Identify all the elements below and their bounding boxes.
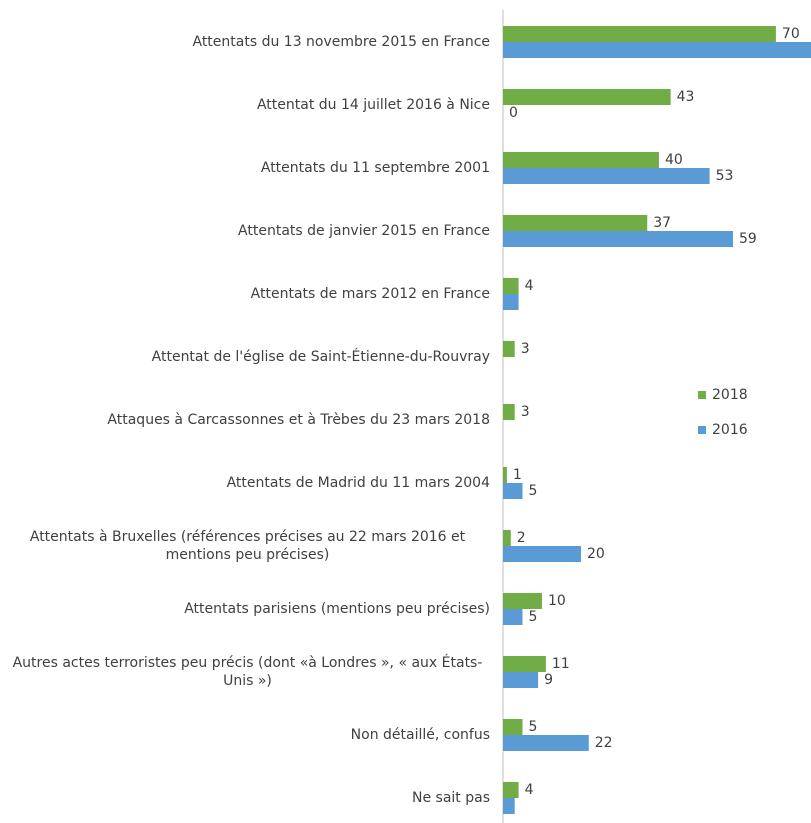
bar [503, 672, 539, 688]
category-label: Autres actes terroristes peu précis (don… [12, 654, 483, 689]
bar [503, 404, 515, 420]
bar [503, 278, 519, 294]
category-label-box: Attaques à Carcassonnes et à Trèbes du 2… [5, 388, 490, 451]
legend-label: 2016 [712, 422, 748, 438]
bar [503, 546, 581, 562]
legend-swatch [698, 426, 706, 434]
category-label: Attentats de janvier 2015 en France [238, 222, 490, 239]
bar [503, 231, 734, 247]
category-label-box: Attentats de janvier 2015 en France [5, 199, 490, 262]
category-label-box: Attentats à Bruxelles (références précis… [5, 514, 490, 577]
bar [503, 782, 519, 798]
bar [503, 215, 648, 231]
category-label: Attentats parisiens (mentions peu précis… [184, 600, 490, 617]
data-label: 43 [677, 89, 695, 105]
category-label: Attentats de Madrid du 11 mars 2004 [226, 474, 490, 491]
bar [503, 42, 811, 58]
data-label: 4 [525, 278, 534, 294]
category-label-box: Attentats de Madrid du 11 mars 2004 [5, 451, 490, 514]
category-label-box: Attentats du 13 novembre 2015 en France [5, 10, 490, 73]
bar [503, 735, 589, 751]
category-label-box: Non détaillé, confus [5, 703, 490, 766]
bar [503, 530, 511, 546]
bar [503, 719, 523, 735]
data-label: 5 [528, 719, 537, 735]
data-label: 4 [525, 782, 534, 798]
data-label: 40 [665, 152, 683, 168]
bar [503, 593, 542, 609]
bars [503, 26, 811, 814]
data-label: 37 [653, 215, 671, 231]
legend-label: 2018 [712, 387, 748, 403]
data-label: 5 [528, 609, 537, 625]
bar [503, 26, 776, 42]
bar [503, 168, 710, 184]
bar [503, 294, 519, 310]
category-label: Attentat de l'église de Saint-Étienne-du… [151, 348, 490, 365]
data-label: 2 [517, 530, 526, 546]
bar [503, 467, 507, 483]
category-label-box: Attentats du 11 septembre 2001 [5, 136, 490, 199]
category-label-box: Autres actes terroristes peu précis (don… [5, 640, 490, 703]
category-label-box: Ne sait pas [5, 766, 490, 823]
category-label: Attentats du 13 novembre 2015 en France [192, 33, 490, 50]
data-label: 3 [521, 404, 530, 420]
data-label: 20 [587, 546, 605, 562]
bar [503, 152, 659, 168]
data-label: 9 [544, 672, 553, 688]
category-label-box: Attentats parisiens (mentions peu précis… [5, 577, 490, 640]
category-label-box: Attentat du 14 juillet 2016 à Nice [5, 73, 490, 136]
category-label: Ne sait pas [412, 789, 490, 806]
data-label: 5 [528, 483, 537, 499]
category-label: Attentats de mars 2012 en France [250, 285, 490, 302]
data-label: 1 [513, 467, 522, 483]
bar [503, 798, 515, 814]
data-label: 70 [782, 26, 800, 42]
data-label: 10 [548, 593, 566, 609]
data-label: 59 [739, 231, 757, 247]
bar [503, 483, 523, 499]
data-label: 3 [521, 341, 530, 357]
data-label: 22 [595, 735, 613, 751]
data-label: 53 [716, 168, 734, 184]
legend-swatch [698, 391, 706, 399]
category-label: Non détaillé, confus [350, 726, 490, 743]
category-label-box: Attentat de l'église de Saint-Étienne-du… [5, 325, 490, 388]
category-label-box: Attentats de mars 2012 en France [5, 262, 490, 325]
data-label: 11 [552, 656, 570, 672]
category-label: Attentats à Bruxelles (références précis… [29, 528, 466, 563]
category-label: Attentat du 14 juillet 2016 à Nice [256, 96, 490, 113]
bar [503, 89, 671, 105]
bar [503, 341, 515, 357]
bar [503, 609, 523, 625]
category-label: Attaques à Carcassonnes et à Trèbes du 2… [107, 411, 490, 428]
category-label: Attentats du 11 septembre 2001 [260, 159, 490, 176]
bar [503, 656, 546, 672]
data-label: 0 [509, 105, 518, 121]
